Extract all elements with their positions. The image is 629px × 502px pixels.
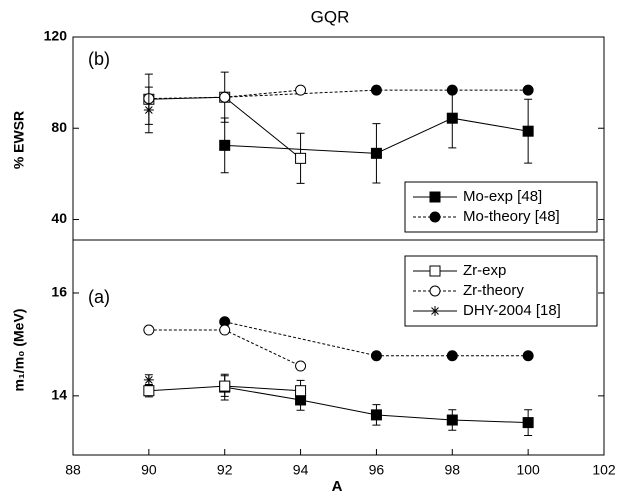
marker [143, 324, 155, 336]
marker [143, 374, 154, 385]
marker [522, 417, 534, 429]
legend-label: Zr-exp [463, 262, 506, 279]
y-tick-label: 16 [51, 284, 67, 300]
marker [446, 350, 458, 362]
marker [429, 211, 441, 223]
legend-label: Mo-theory [48] [463, 208, 560, 225]
marker [522, 125, 534, 137]
y-axis-label: % EWSR [11, 111, 27, 169]
x-axis-label: A [332, 478, 343, 495]
marker [143, 104, 154, 115]
x-tick-label: 102 [592, 462, 616, 478]
panel-label: (a) [88, 287, 110, 307]
marker [429, 285, 441, 297]
x-tick-label: 92 [217, 462, 233, 478]
legend-label: Mo-exp [48] [463, 188, 542, 205]
y-axis-label: m₁/m₀ (MeV) [11, 309, 27, 392]
marker [219, 91, 231, 103]
marker [430, 306, 440, 316]
y-tick-label: 80 [51, 119, 67, 135]
x-tick-label: 88 [65, 462, 81, 478]
marker [446, 414, 458, 426]
marker [295, 385, 307, 397]
marker [370, 147, 382, 159]
series-line [224, 321, 529, 357]
x-tick-label: 100 [516, 462, 540, 478]
x-tick-label: 96 [369, 462, 385, 478]
legend-label: Zr-theory [463, 282, 524, 299]
marker [446, 84, 458, 96]
marker [219, 380, 231, 392]
marker [370, 409, 382, 421]
panel-label: (b) [88, 49, 110, 69]
plot-frame [72, 36, 605, 456]
legend-label: DHY-2004 [18] [463, 302, 561, 319]
legend-box [404, 181, 598, 233]
chart-title: GQR [311, 7, 350, 26]
marker [370, 84, 382, 96]
x-tick-label: 90 [141, 462, 157, 478]
marker [219, 139, 231, 151]
x-tick-label: 94 [293, 462, 309, 478]
marker [295, 360, 307, 372]
marker [429, 191, 441, 203]
x-tick-label: 98 [444, 462, 460, 478]
marker [522, 350, 534, 362]
marker [143, 385, 155, 397]
marker [522, 84, 534, 96]
y-tick-label: 40 [51, 210, 67, 226]
marker [295, 84, 307, 96]
marker [446, 112, 458, 124]
marker [219, 324, 231, 336]
y-tick-label: 120 [44, 28, 68, 44]
marker [429, 265, 441, 277]
marker [370, 350, 382, 362]
marker [295, 152, 307, 164]
y-tick-label: 14 [51, 387, 67, 403]
